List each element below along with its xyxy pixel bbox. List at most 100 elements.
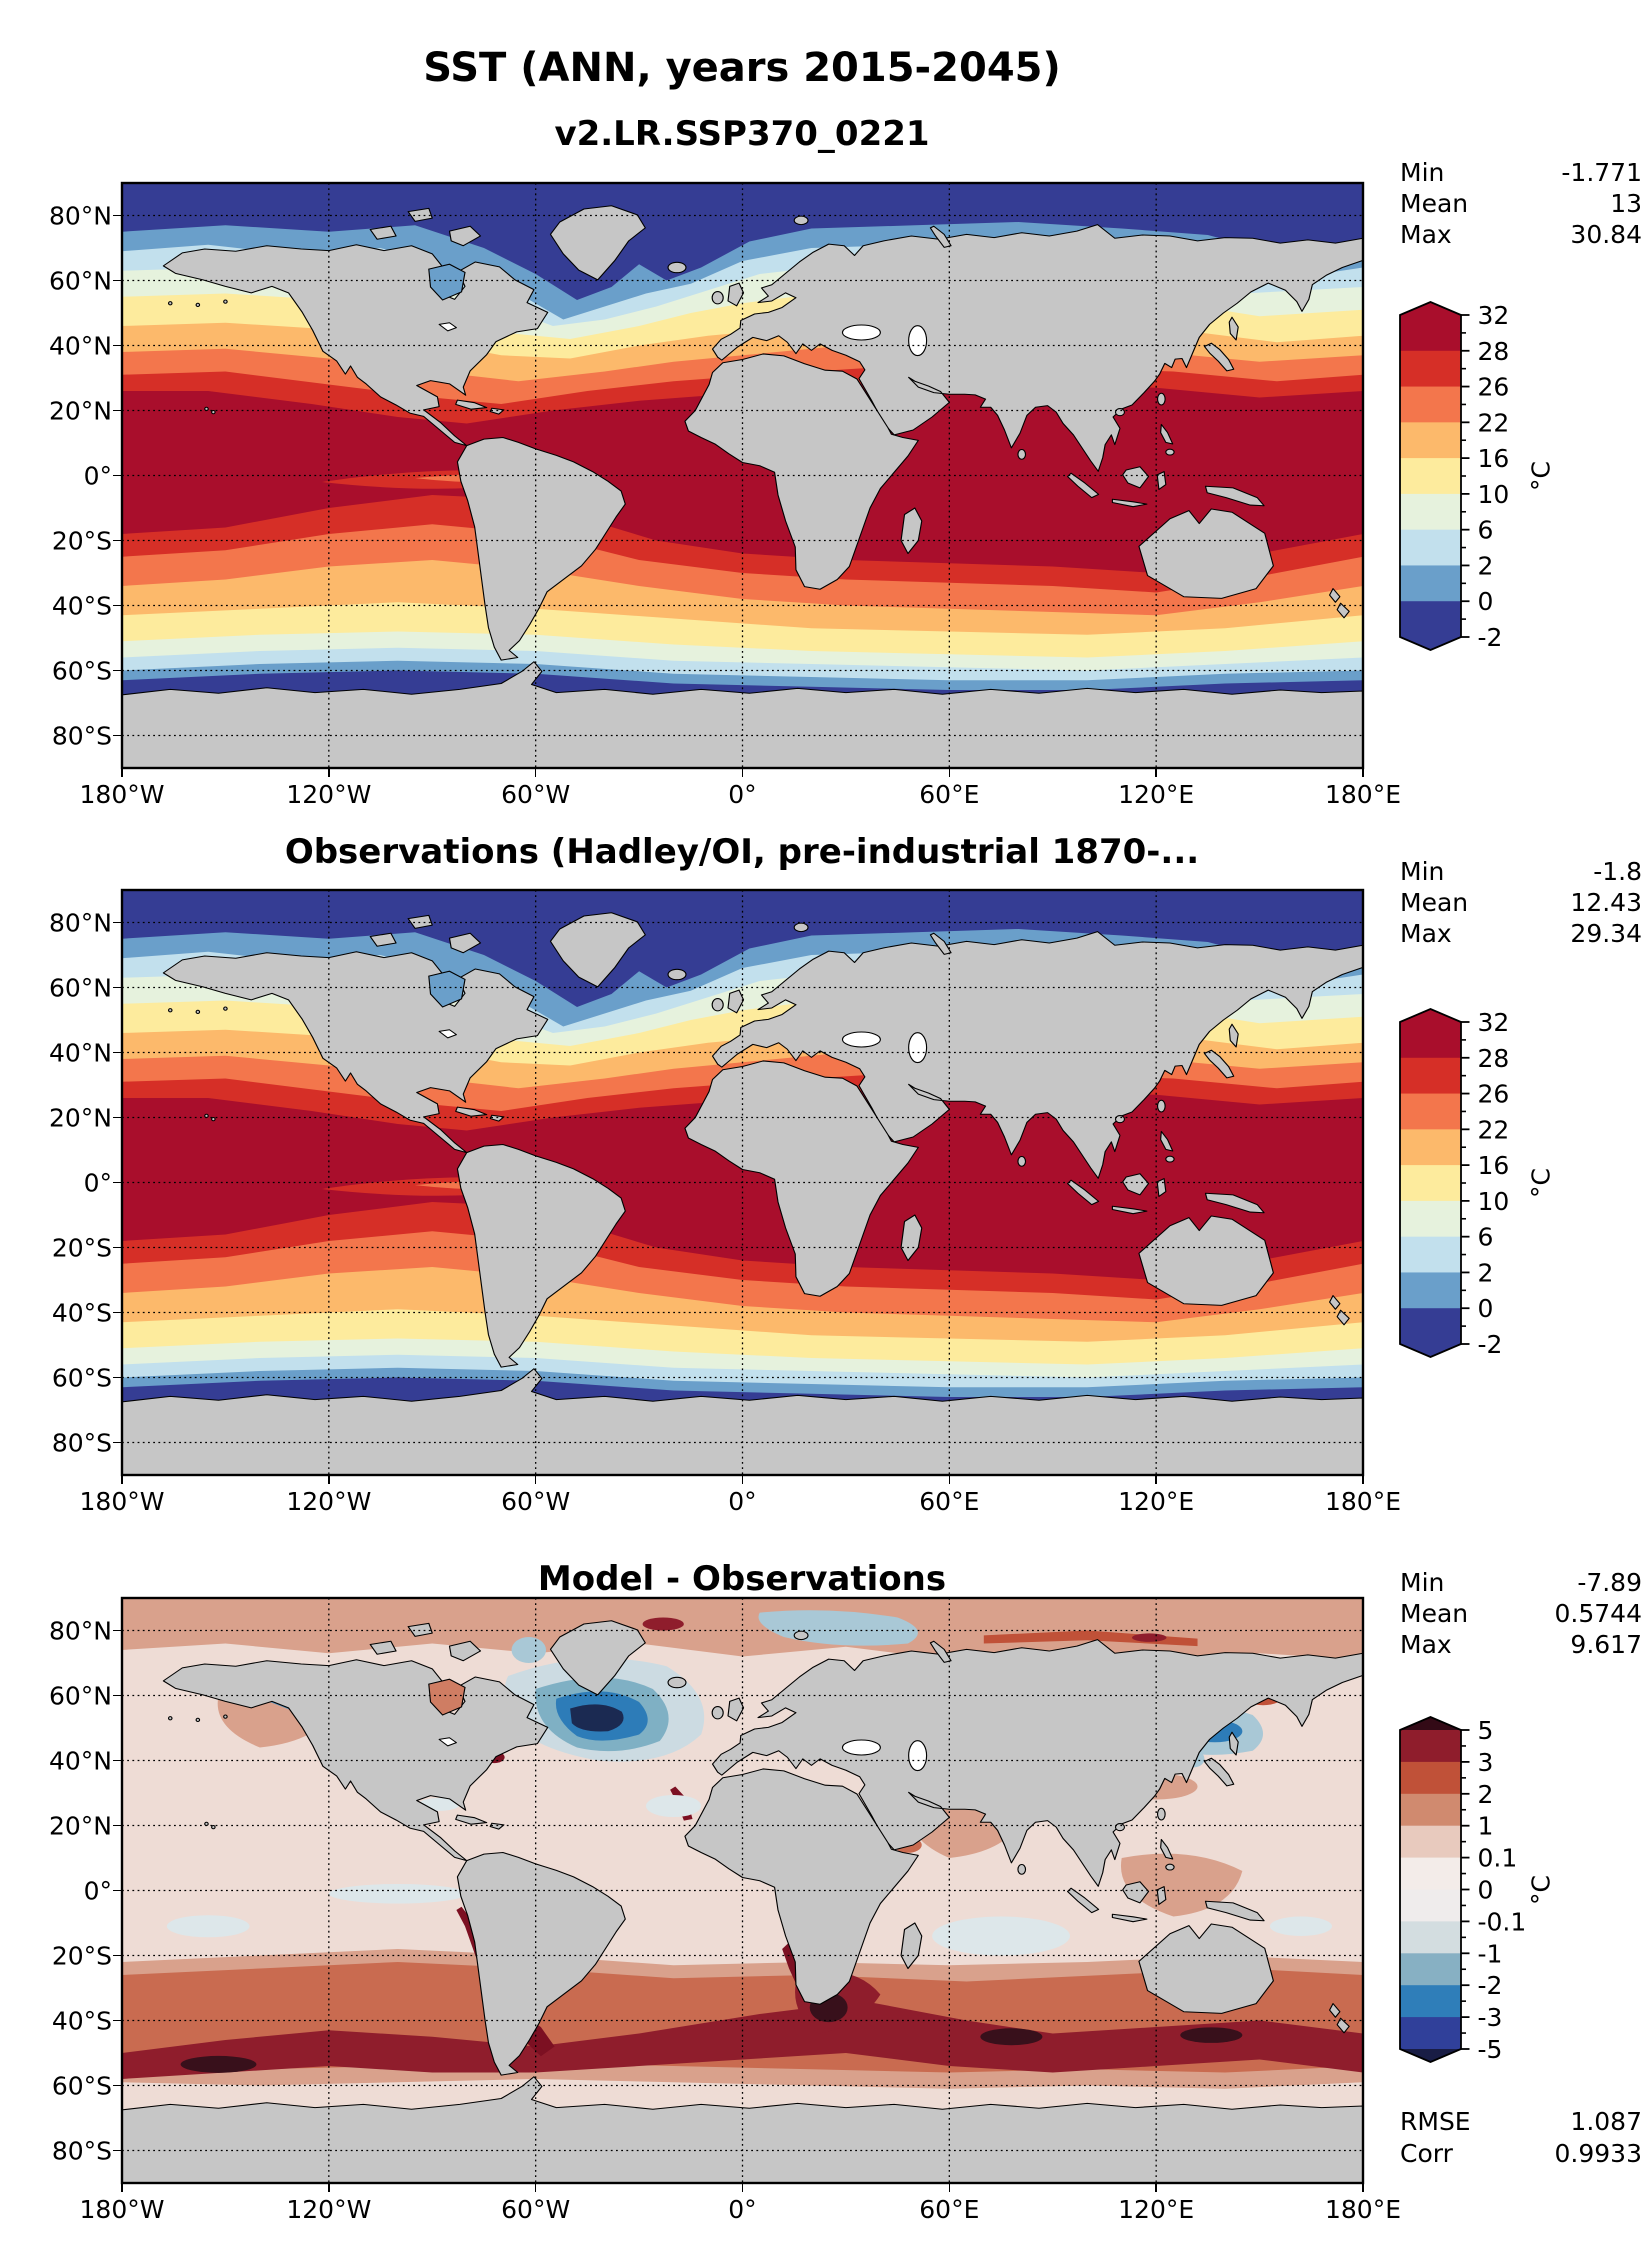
- lat-tick-mark: [113, 986, 121, 989]
- lon-tick-label: 120°E: [1118, 2195, 1195, 2224]
- lat-tick-label: 40°S: [51, 591, 112, 620]
- lon-tick-mark: [121, 2184, 123, 2192]
- lat-tick-label: 20°N: [48, 1103, 112, 1132]
- lon-tick-mark: [121, 769, 123, 777]
- stat-label: Max: [1400, 220, 1452, 249]
- lon-tick-mark: [1155, 769, 1157, 777]
- lat-tick-label: 80°S: [51, 721, 112, 750]
- lon-tick-mark: [741, 1476, 744, 1484]
- svg-text:0.1: 0.1: [1478, 1844, 1518, 1873]
- svg-text:22: 22: [1478, 408, 1510, 437]
- svg-text:32: 32: [1478, 301, 1510, 330]
- lat-tick-mark: [113, 604, 121, 607]
- stat-row: RMSE 1.087: [1400, 2106, 1642, 2138]
- svg-text:-3: -3: [1478, 2003, 1503, 2032]
- lat-tick-mark: [113, 2149, 121, 2152]
- lon-tick-label: 180°E: [1324, 1487, 1401, 1516]
- lon-tick-label: 180°W: [79, 1487, 165, 1516]
- lat-tick-mark: [113, 1824, 121, 1827]
- svg-text:6: 6: [1478, 516, 1494, 545]
- lat-tick-label: 40°N: [48, 331, 112, 360]
- map-difference: [120, 1596, 1365, 2185]
- colorbar-difference: 5 3 2 1 0.1 0 -0.1 -1 -2 -3 -5: [1399, 1715, 1551, 2068]
- lat-tick-mark: [113, 2019, 121, 2022]
- lat-tick-mark: [113, 1181, 121, 1184]
- stat-value: 9.617: [1570, 1630, 1642, 1659]
- svg-text:-1: -1: [1478, 1939, 1503, 1968]
- lat-tick-mark: [113, 1954, 121, 1957]
- lat-tick-mark: [113, 539, 121, 542]
- svg-text:10: 10: [1478, 480, 1510, 509]
- stat-value: 0.5744: [1554, 1599, 1642, 1628]
- svg-text:1: 1: [1478, 1812, 1494, 1841]
- lat-tick-label: 40°N: [48, 1746, 112, 1775]
- lon-tick-mark: [741, 769, 744, 777]
- lon-tick-mark: [741, 2184, 744, 2192]
- lon-tick-label: 120°W: [286, 780, 372, 809]
- stat-row: Min -7.89: [1400, 1567, 1642, 1598]
- svg-text:22: 22: [1478, 1115, 1510, 1144]
- svg-text:6: 6: [1478, 1223, 1494, 1252]
- svg-text:26: 26: [1478, 373, 1510, 402]
- lon-tick-label: 0°: [728, 1487, 757, 1516]
- stat-value: 1.087: [1570, 2107, 1642, 2136]
- lon-tick-label: 180°W: [79, 780, 165, 809]
- panel-observations-title: Observations (Hadley/OI, pre-industrial …: [284, 832, 1200, 873]
- lat-tick-mark: [113, 1629, 121, 1632]
- lat-tick-mark: [113, 1116, 121, 1119]
- stat-row: Mean 0.5744: [1400, 1598, 1642, 1629]
- lon-tick-mark: [534, 2184, 537, 2192]
- lat-tick-label: 80°S: [51, 2136, 112, 2165]
- lat-tick-mark: [113, 921, 121, 924]
- lat-tick-mark: [113, 1694, 121, 1697]
- lon-tick-mark: [534, 1476, 537, 1484]
- stat-label: Min: [1400, 857, 1445, 886]
- lat-tick-mark: [113, 2084, 121, 2087]
- stat-row: Max 9.617: [1400, 1629, 1642, 1660]
- svg-text:2: 2: [1478, 1780, 1494, 1809]
- lat-tick-label: 40°S: [51, 1298, 112, 1327]
- lon-tick-mark: [328, 769, 330, 777]
- svg-text:-2: -2: [1478, 623, 1503, 652]
- lat-tick-mark: [113, 279, 121, 282]
- stat-label: Max: [1400, 1630, 1452, 1659]
- lat-tick-mark: [113, 1759, 121, 1762]
- lat-tick-mark: [113, 1051, 121, 1054]
- svg-text:3: 3: [1478, 1748, 1494, 1777]
- lon-tick-label: 120°E: [1118, 780, 1195, 809]
- lon-tick-mark: [948, 769, 951, 777]
- lat-tick-label: 60°S: [51, 2071, 112, 2100]
- lat-tick-label: 60°S: [51, 656, 112, 685]
- lat-tick-label: 0°: [83, 1168, 112, 1197]
- svg-text:-5: -5: [1478, 2035, 1503, 2064]
- figure-title: SST (ANN, years 2015-2045): [423, 44, 1061, 91]
- stats-observations: Min -1.8 Mean 12.43 Max 29.34: [1400, 856, 1642, 949]
- lon-tick-mark: [1362, 2184, 1364, 2192]
- stat-value: -1.771: [1561, 158, 1642, 187]
- stat-label: Mean: [1400, 1599, 1469, 1628]
- stat-row: Max 30.84: [1400, 219, 1642, 250]
- lon-tick-mark: [1155, 1476, 1157, 1484]
- svg-text:16: 16: [1478, 1151, 1510, 1180]
- lat-tick-label: 60°S: [51, 1363, 112, 1392]
- stat-value: 12.43: [1570, 888, 1642, 917]
- svg-text:-2: -2: [1478, 1330, 1503, 1359]
- svg-text:32: 32: [1478, 1008, 1510, 1037]
- lat-tick-mark: [113, 1441, 121, 1444]
- lat-tick-mark: [113, 344, 121, 347]
- svg-text:16: 16: [1478, 444, 1510, 473]
- lat-tick-label: 40°N: [48, 1038, 112, 1067]
- lon-tick-label: 0°: [728, 2195, 757, 2224]
- stat-label: RMSE: [1400, 2107, 1471, 2136]
- stats-rmse-corr: RMSE 1.087 Corr 0.9933: [1400, 2106, 1642, 2170]
- stats-difference: Min -7.89 Mean 0.5744 Max 9.617: [1400, 1567, 1642, 1660]
- stat-label: Max: [1400, 919, 1452, 948]
- lon-tick-label: 60°W: [501, 780, 571, 809]
- svg-text:0: 0: [1478, 1876, 1494, 1905]
- stat-row: Corr 0.9933: [1400, 2138, 1642, 2170]
- lat-tick-label: 20°S: [51, 526, 112, 555]
- lat-tick-mark: [113, 1246, 121, 1249]
- lon-tick-label: 60°E: [919, 2195, 980, 2224]
- lon-tick-mark: [534, 769, 537, 777]
